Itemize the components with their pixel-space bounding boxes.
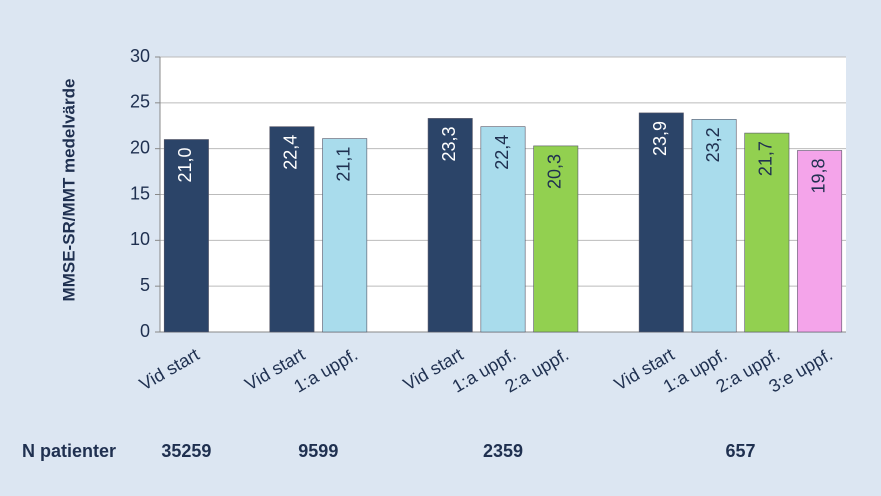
n-value: 2359 <box>483 441 523 461</box>
bar <box>744 132 790 333</box>
bar <box>480 126 526 333</box>
value-label: 23,3 <box>439 126 459 161</box>
bar <box>691 119 737 333</box>
bar <box>427 118 473 333</box>
y-tick-label: 15 <box>130 183 150 203</box>
value-label: 21,1 <box>333 147 353 182</box>
value-label: 23,2 <box>703 127 723 162</box>
value-label: 19,8 <box>808 159 828 194</box>
y-axis-label: MMSE-SR/MMT medelvärde <box>59 79 78 302</box>
x-tick-label: Vid start <box>136 344 203 394</box>
value-label: 22,4 <box>492 135 512 170</box>
y-tick-label: 25 <box>130 92 150 112</box>
y-tick-label: 5 <box>140 275 150 295</box>
y-tick-label: 30 <box>130 46 150 66</box>
bar <box>269 126 315 333</box>
y-tick-label: 10 <box>130 229 150 249</box>
n-label: N patienter <box>22 441 116 461</box>
value-label: 23,9 <box>650 121 670 156</box>
value-label: 21,0 <box>175 148 195 183</box>
n-value: 9599 <box>298 441 338 461</box>
value-label: 20,3 <box>545 154 565 189</box>
n-value: 657 <box>725 441 755 461</box>
bar <box>638 112 684 333</box>
y-tick-label: 0 <box>140 321 150 341</box>
y-tick-label: 20 <box>130 137 150 157</box>
n-value: 35259 <box>161 441 211 461</box>
value-label: 22,4 <box>281 135 301 170</box>
bar <box>797 150 843 333</box>
bar <box>163 139 209 333</box>
bar <box>533 145 579 333</box>
value-label: 21,7 <box>756 141 776 176</box>
bar <box>322 138 368 333</box>
